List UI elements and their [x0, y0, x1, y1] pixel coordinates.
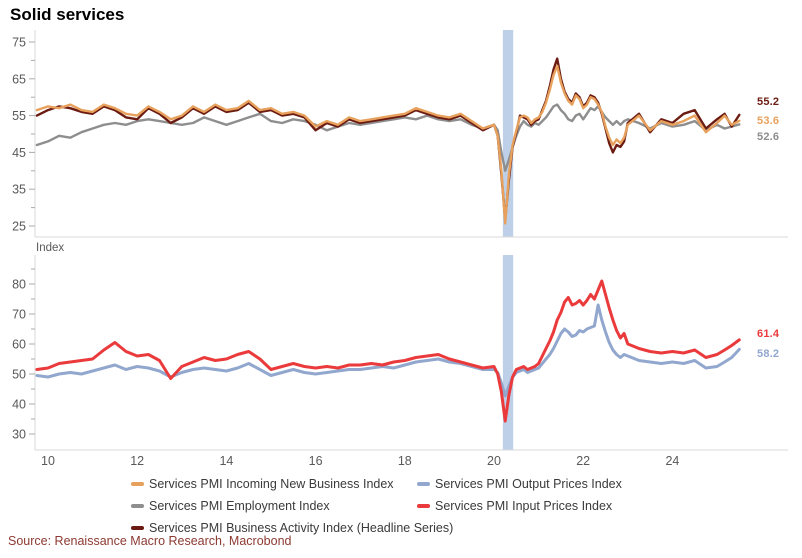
y-tick-label: 55 [12, 109, 26, 123]
end-value-new-business: 53.6 [757, 115, 780, 127]
legend-column-left: Services PMI Incoming New Business Index… [131, 473, 453, 539]
legend-label: Services PMI Incoming New Business Index [149, 477, 394, 491]
series-line-services-pmi-input-prices-index [35, 279, 741, 423]
y-tick-label: 35 [12, 183, 26, 197]
series-line-services-pmi-output-prices-index [35, 303, 741, 398]
line-swatch-icon [131, 504, 144, 508]
x-tick-label: 10 [41, 454, 55, 468]
line-swatch-icon [417, 482, 430, 486]
end-value-input-prices: 61.4 [757, 328, 780, 340]
y-tick-label: 25 [12, 220, 26, 234]
legend-item-new-business: Services PMI Incoming New Business Index [131, 473, 453, 495]
x-tick-label: 16 [309, 454, 323, 468]
legend-label: Services PMI Employment Index [149, 499, 330, 513]
legend-label: Services PMI Business Activity Index (He… [149, 521, 454, 535]
y-tick-label: 45 [12, 146, 26, 160]
recession-band [502, 255, 514, 450]
end-value-employment: 52.6 [757, 131, 780, 143]
y-tick-label: 65 [12, 72, 26, 86]
legend-label: Services PMI Input Prices Index [435, 499, 613, 513]
recession-band [502, 30, 514, 237]
chart-title: Solid services [10, 5, 125, 24]
legend-item-input-prices: Services PMI Input Prices Index [417, 495, 622, 517]
legend-column-right: Services PMI Output Prices Index Service… [417, 473, 622, 517]
y-axis-unit-label: Index [36, 242, 65, 254]
line-swatch-icon [131, 482, 144, 486]
x-tick-label: 24 [665, 454, 679, 468]
x-tick-label: 12 [130, 454, 144, 468]
series-line-services-pmi-incoming-new-business-index [35, 64, 741, 225]
x-tick-label: 22 [576, 454, 590, 468]
y-tick-label: 40 [12, 398, 26, 412]
y-tick-label: 70 [12, 308, 26, 322]
y-tick-label: 30 [12, 428, 26, 442]
legend-item-business-activity: Services PMI Business Activity Index (He… [131, 517, 453, 539]
legend-item-employment: Services PMI Employment Index [131, 495, 453, 517]
y-tick-label: 50 [12, 368, 26, 382]
source-attribution: Source: Renaissance Macro Research, Macr… [8, 534, 292, 548]
y-tick-label: 60 [12, 338, 26, 352]
legend-label: Services PMI Output Prices Index [435, 477, 622, 491]
line-swatch-icon [131, 526, 144, 530]
end-value-output-prices: 58.2 [757, 348, 780, 360]
x-tick-label: 18 [398, 454, 412, 468]
end-value-business-activity: 55.2 [757, 96, 780, 108]
series-line-services-pmi-business-activity-index-headline-series [35, 57, 741, 221]
legend-item-output-prices: Services PMI Output Prices Index [417, 473, 622, 495]
y-tick-label: 80 [12, 278, 26, 292]
y-tick-label: 75 [12, 36, 26, 50]
line-swatch-icon [417, 504, 430, 508]
x-tick-label: 14 [219, 454, 233, 468]
series-line-services-pmi-employment-index [35, 103, 741, 173]
x-tick-label: 20 [487, 454, 501, 468]
